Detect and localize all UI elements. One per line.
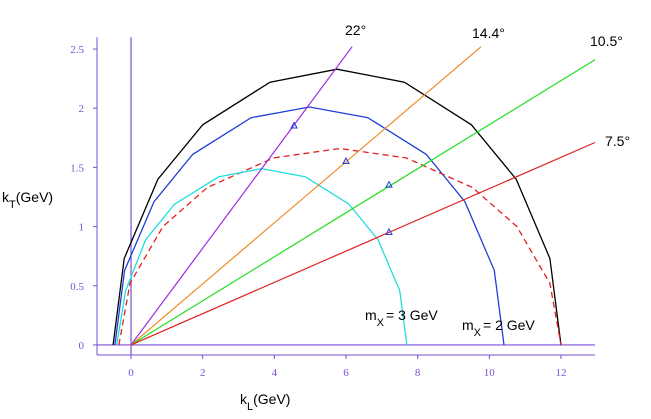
- x-tick-label: 12: [555, 367, 566, 379]
- angle-label: 7.5°: [605, 133, 630, 149]
- angle-label: 14.4°: [472, 25, 505, 41]
- y-tick-label: 0.5: [70, 281, 84, 293]
- annotation-rest: = 3 GeV: [386, 307, 438, 323]
- x-axis-label: kL(GeV): [240, 391, 290, 413]
- triangle-marker: [290, 121, 298, 129]
- angle-line: [130, 46, 353, 346]
- x-tick-label: 0: [128, 367, 134, 379]
- triangle-marker: [342, 156, 350, 164]
- y-tick-label: 0: [79, 340, 85, 352]
- annotation-main: m: [365, 307, 377, 323]
- x-tick-label: 8: [415, 367, 421, 379]
- angle-line: [130, 59, 596, 346]
- x-tick-label: 2: [200, 367, 206, 379]
- triangle-marker: [385, 227, 393, 235]
- y-tick-label: 2: [79, 103, 85, 115]
- curve: [112, 68, 562, 345]
- annotation-main: m: [462, 317, 474, 333]
- x-label-sub: L: [247, 401, 253, 413]
- y-axis-label: kT(GeV): [2, 189, 53, 211]
- annotation: mX = 2 GeV: [462, 317, 535, 339]
- annotation: mX = 3 GeV: [365, 307, 438, 329]
- y-tick-label: 1.5: [70, 162, 84, 174]
- y-label-rest: (GeV): [16, 189, 53, 205]
- triangle-marker: [385, 180, 393, 188]
- curve: [114, 106, 505, 345]
- x-tick-label: 6: [343, 367, 349, 379]
- y-tick-label: 2.5: [70, 44, 84, 56]
- annotation-rest: = 2 GeV: [483, 317, 535, 333]
- y-tick-label: 1: [79, 222, 85, 234]
- angle-label: 22°: [345, 22, 366, 38]
- x-label-main: k: [240, 391, 248, 407]
- angle-label: 10.5°: [590, 33, 623, 49]
- angle-line: [130, 46, 482, 346]
- y-label-sub: T: [9, 199, 16, 211]
- x-tick-label: 4: [272, 367, 278, 379]
- curve: [118, 147, 562, 346]
- annotation-sub: X: [474, 327, 482, 339]
- x-label-rest: (GeV): [253, 391, 290, 407]
- x-tick-label: 10: [484, 367, 496, 379]
- annotation-sub: X: [377, 317, 385, 329]
- angle-line: [130, 141, 596, 346]
- y-label-main: k: [2, 189, 10, 205]
